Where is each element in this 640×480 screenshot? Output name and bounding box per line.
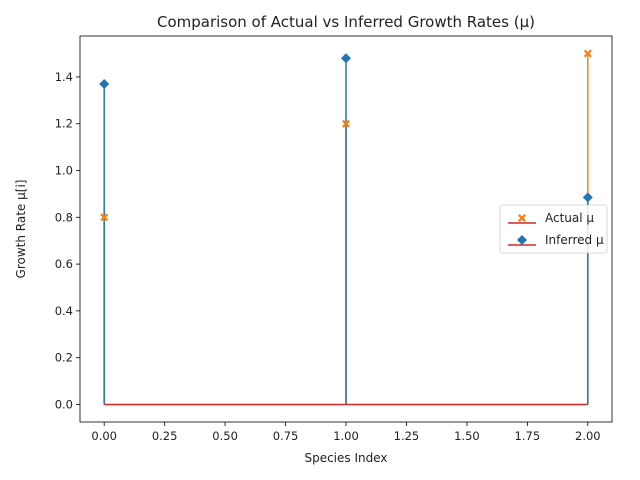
actual-marker-2 bbox=[583, 49, 592, 58]
y-axis-label: Growth Rate μ[i] bbox=[14, 180, 28, 279]
legend-actual-marker bbox=[518, 214, 526, 222]
actual-marker-0 bbox=[100, 213, 109, 222]
y-tick-label: 1.4 bbox=[55, 70, 73, 84]
chart-title: Comparison of Actual vs Inferred Growth … bbox=[157, 13, 535, 31]
x-tick-label: 1.25 bbox=[394, 429, 420, 443]
x-tick-label: 0.50 bbox=[212, 429, 238, 443]
x-tick-label: 1.00 bbox=[333, 429, 359, 443]
actual-marker-1 bbox=[342, 119, 350, 128]
x-tick-label: 0.25 bbox=[152, 429, 178, 443]
axes: 0.00 0.25 0.50 0.75 1.00 1.25 1.50 1.75 2.00 0.0 0… bbox=[55, 35, 613, 443]
y-tick-label: 1.0 bbox=[55, 164, 73, 178]
y-tick-label: 0.8 bbox=[55, 210, 73, 224]
y-tick-label: 0.6 bbox=[55, 257, 73, 271]
legend-label: Inferred μ bbox=[545, 233, 604, 247]
y-tick-label: 1.2 bbox=[55, 117, 73, 131]
x-tick-label: 1.75 bbox=[515, 429, 541, 443]
legend-label: Actual μ bbox=[545, 211, 594, 225]
y-tick-label: 0.0 bbox=[55, 397, 73, 411]
inferred-marker-1 bbox=[341, 53, 351, 64]
x-tick-label: 2.00 bbox=[575, 429, 601, 443]
inferred-marker-0 bbox=[99, 78, 110, 89]
y-tick-label: 0.2 bbox=[55, 351, 73, 365]
x-tick-label: 0.75 bbox=[273, 429, 299, 443]
x-tick-label: 1.50 bbox=[454, 429, 480, 443]
legend: Actual μ Inferred μ bbox=[499, 204, 608, 254]
legend-inferred-marker bbox=[517, 235, 527, 245]
y-tick-label: 0.4 bbox=[55, 304, 73, 318]
x-tick-label: 0.00 bbox=[91, 429, 117, 443]
inferred-marker-2 bbox=[582, 192, 593, 203]
legend-box bbox=[499, 204, 608, 254]
x-axis-label: Species Index bbox=[304, 451, 387, 465]
